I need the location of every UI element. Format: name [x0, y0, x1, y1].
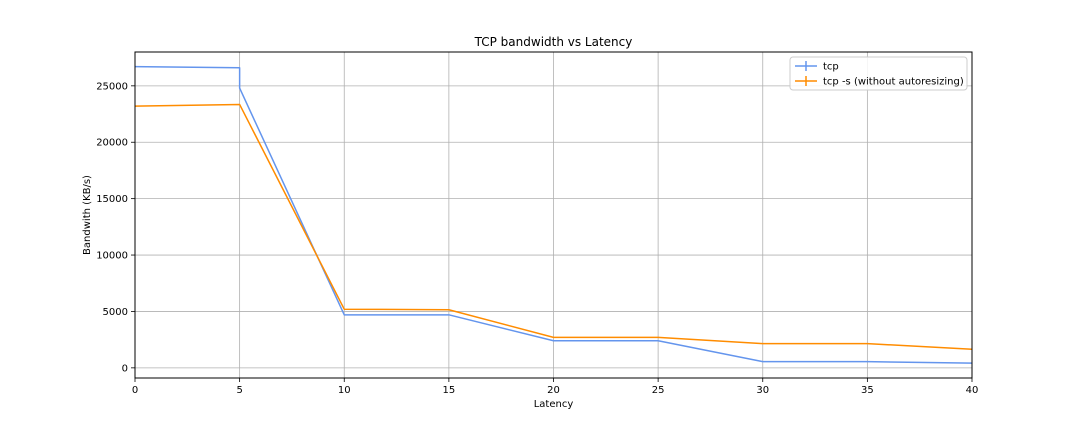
- y-tick-label: 5000: [103, 307, 128, 318]
- legend: tcp tcp -s (without autoresizing): [789, 56, 968, 91]
- chart-title: TCP bandwidth vs Latency: [474, 35, 633, 49]
- x-tick-label: 20: [547, 385, 560, 396]
- y-tick-label: 20000: [96, 138, 128, 149]
- legend-label: tcp -s (without autoresizing): [823, 77, 964, 88]
- series-line-1: [134, 103, 973, 350]
- x-tick-label: 15: [443, 385, 456, 396]
- legend-box: [789, 56, 968, 91]
- x-tick-label: 35: [861, 385, 874, 396]
- y-axis-label: Bandwith (KB/s): [82, 175, 93, 255]
- x-tick-label: 0: [132, 385, 138, 396]
- grid: [134, 52, 973, 378]
- legend-label: tcp: [823, 62, 839, 73]
- series-layer: [134, 65, 973, 364]
- x-axis-label: Latency: [534, 399, 574, 410]
- x-axis-ticks: 0 5 10 15 20 25 30 35 40: [132, 378, 979, 396]
- y-tick-label: 25000: [96, 81, 128, 92]
- series-line-0: [134, 65, 973, 364]
- x-tick-label: 40: [966, 385, 979, 396]
- x-tick-label: 30: [756, 385, 769, 396]
- y-tick-label: 10000: [96, 251, 128, 262]
- y-tick-label: 15000: [96, 194, 128, 205]
- x-tick-label: 10: [338, 385, 351, 396]
- y-tick-label: 0: [122, 363, 128, 374]
- x-tick-label: 25: [652, 385, 665, 396]
- y-axis-ticks: 0 5000 10000 15000 20000 25000: [96, 81, 135, 374]
- x-tick-label: 5: [236, 385, 242, 396]
